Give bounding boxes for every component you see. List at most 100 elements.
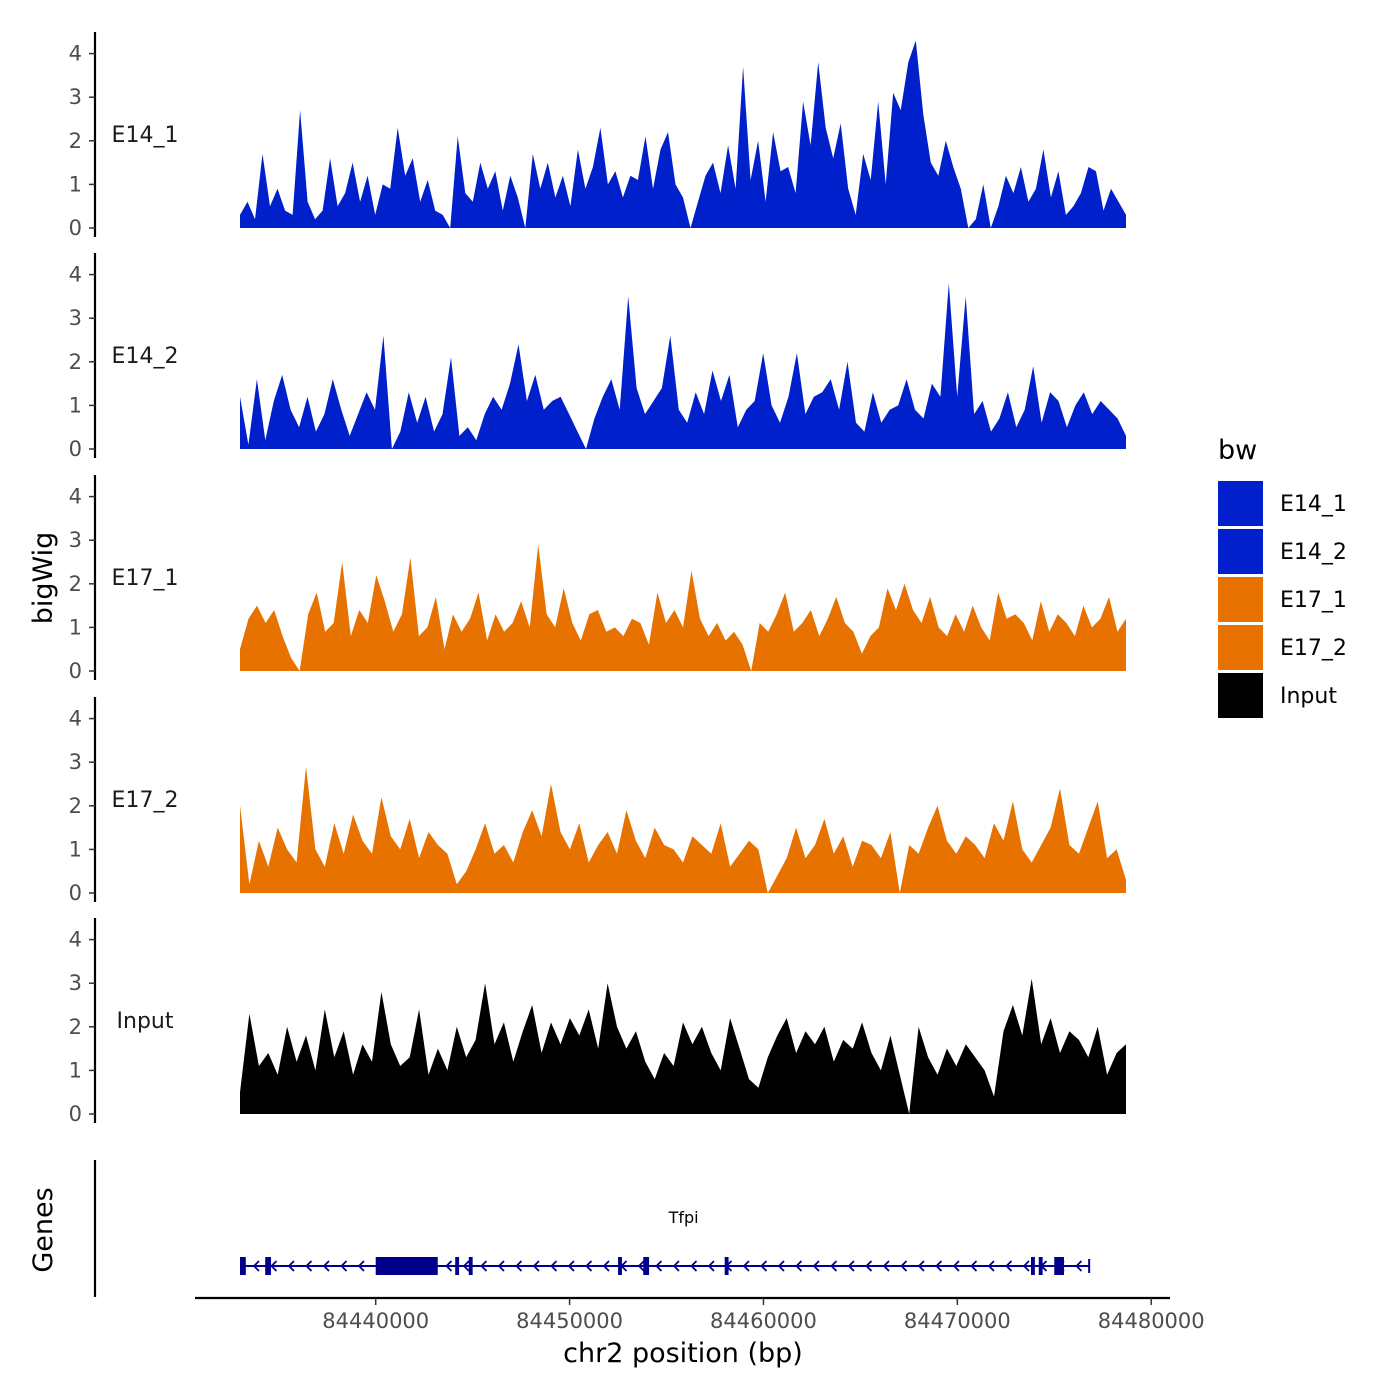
strand-arrow bbox=[760, 1260, 768, 1272]
x-tick-label: 84470000 bbox=[904, 1309, 1011, 1333]
strand-arrow bbox=[690, 1260, 698, 1272]
legend-label: E17_1 bbox=[1280, 588, 1347, 613]
y-tick-label: 0 bbox=[69, 1102, 82, 1126]
strand-arrow bbox=[340, 1260, 348, 1272]
strand-arrow bbox=[550, 1260, 558, 1272]
strand-arrow bbox=[812, 1260, 820, 1272]
strand-arrow bbox=[532, 1260, 540, 1272]
gene-exon bbox=[1054, 1257, 1064, 1275]
y-tick-label: 0 bbox=[69, 881, 82, 905]
track-e14-1: 0 1 2 3 4 E14_1 bbox=[69, 32, 1126, 240]
y-tick-label: 2 bbox=[69, 129, 82, 153]
strand-arrow bbox=[777, 1260, 785, 1272]
y-tick-label: 4 bbox=[69, 707, 82, 731]
strand-arrow bbox=[585, 1260, 593, 1272]
strand-arrow bbox=[567, 1260, 575, 1272]
y-tick-label: 0 bbox=[69, 216, 82, 240]
track-label: E14_1 bbox=[112, 123, 179, 148]
y-tick-label: 2 bbox=[69, 1015, 82, 1039]
x-axis: 84440000 84450000 84460000 84470000 84480000 bbox=[195, 1296, 1205, 1333]
track-label: E17_2 bbox=[112, 788, 179, 813]
legend-title: bw bbox=[1218, 435, 1257, 466]
track-label: E14_2 bbox=[112, 344, 179, 369]
strand-arrow bbox=[637, 1260, 645, 1272]
y-tick-label: 2 bbox=[69, 794, 82, 818]
y-tick-label: 4 bbox=[69, 263, 82, 287]
strand-arrow bbox=[882, 1260, 890, 1272]
track-label: E17_1 bbox=[112, 566, 179, 591]
y-tick-label: 3 bbox=[69, 971, 82, 995]
gene-exon bbox=[724, 1257, 729, 1275]
strand-arrow bbox=[252, 1260, 260, 1272]
track-input: 0 1 2 3 4 Input bbox=[69, 918, 1126, 1126]
signal-area-input bbox=[240, 978, 1126, 1114]
y-axis-title: bigWig bbox=[28, 532, 59, 625]
strand-arrow bbox=[707, 1260, 715, 1272]
legend-label: E14_2 bbox=[1280, 540, 1347, 565]
legend-label: E17_2 bbox=[1280, 636, 1347, 661]
strand-arrow bbox=[900, 1260, 908, 1272]
track-e17-2: 0 1 2 3 4 E17_2 bbox=[69, 697, 1126, 905]
strand-arrow bbox=[952, 1260, 960, 1272]
y-tick-label: 4 bbox=[69, 928, 82, 952]
y-tick-label: 3 bbox=[69, 306, 82, 330]
gene-exon bbox=[468, 1257, 473, 1275]
strand-arrow bbox=[742, 1260, 750, 1272]
gene-exon bbox=[1031, 1257, 1035, 1275]
signal-area-e14-2 bbox=[240, 283, 1126, 449]
gene-track-title: Genes bbox=[28, 1187, 59, 1272]
strand-arrow bbox=[917, 1260, 925, 1272]
legend-label: E14_1 bbox=[1280, 492, 1347, 517]
x-tick-label: 84450000 bbox=[516, 1309, 623, 1333]
strand-arrow bbox=[672, 1260, 680, 1272]
strand-arrow bbox=[270, 1260, 278, 1272]
strand-arrow bbox=[1005, 1260, 1013, 1272]
legend-item-e14-2: E14_2 bbox=[1218, 529, 1347, 574]
y-tick-label: 1 bbox=[69, 837, 82, 861]
signal-area-e17-1 bbox=[240, 544, 1126, 671]
gene-label: Tfpi bbox=[668, 1208, 699, 1227]
y-tick-label: 2 bbox=[69, 572, 82, 596]
legend-swatch bbox=[1218, 673, 1263, 718]
legend-label: Input bbox=[1280, 684, 1337, 709]
gene-tfpi: Tfpi bbox=[240, 1208, 1091, 1275]
y-tick-label: 3 bbox=[69, 85, 82, 109]
signal-tracks: 0 1 2 3 4 E14_1 0 1 2 3 4 E14_2 0 1 2 3 4 E17_1 0 1 2 3 4 E17_2… bbox=[69, 32, 1126, 1126]
strand-arrow bbox=[987, 1260, 995, 1272]
strand-arrow bbox=[795, 1260, 803, 1272]
gene-track: Tfpi bbox=[93, 1160, 1091, 1297]
y-tick-label: 1 bbox=[69, 615, 82, 639]
legend-swatch bbox=[1218, 481, 1263, 526]
strand-arrow bbox=[515, 1260, 523, 1272]
gene-exon bbox=[265, 1257, 272, 1275]
gene-exon bbox=[455, 1257, 460, 1275]
track-e17-1: 0 1 2 3 4 E17_1 bbox=[69, 475, 1126, 683]
strand-arrow bbox=[287, 1260, 295, 1272]
gene-exon bbox=[643, 1257, 650, 1275]
signal-area-e17-2 bbox=[240, 766, 1126, 893]
strand-arrow bbox=[357, 1260, 365, 1272]
strand-arrow bbox=[830, 1260, 838, 1272]
y-tick-label: 2 bbox=[69, 350, 82, 374]
y-tick-label: 0 bbox=[69, 659, 82, 683]
x-tick-label: 84460000 bbox=[710, 1309, 817, 1333]
x-tick-label: 84480000 bbox=[1098, 1309, 1205, 1333]
strand-arrow bbox=[602, 1260, 610, 1272]
y-tick-label: 1 bbox=[69, 1058, 82, 1082]
gene-exon bbox=[618, 1257, 622, 1275]
legend-swatch bbox=[1218, 625, 1263, 670]
y-tick-label: 3 bbox=[69, 750, 82, 774]
gene-exon bbox=[1038, 1257, 1043, 1275]
signal-area-e14-1 bbox=[240, 40, 1126, 228]
gene-exon bbox=[375, 1257, 438, 1275]
strand-arrow bbox=[462, 1260, 470, 1272]
y-tick-label: 1 bbox=[69, 172, 82, 196]
strand-arrow bbox=[1075, 1260, 1083, 1272]
track-e14-2: 0 1 2 3 4 E14_2 bbox=[69, 253, 1126, 461]
strand-arrow bbox=[847, 1260, 855, 1272]
x-axis-title: chr2 position (bp) bbox=[563, 1338, 803, 1369]
strand-arrow bbox=[497, 1260, 505, 1272]
legend-item-e17-1: E17_1 bbox=[1218, 577, 1347, 622]
strand-arrow bbox=[322, 1260, 330, 1272]
